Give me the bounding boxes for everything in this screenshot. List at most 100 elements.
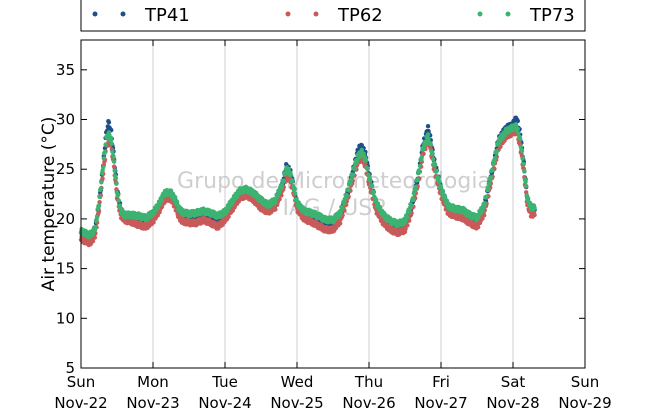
data-point: [434, 168, 439, 174]
data-point: [371, 189, 376, 195]
data-point: [338, 209, 343, 215]
data-point: [375, 201, 381, 206]
data-point: [116, 192, 121, 198]
data-point: [352, 166, 357, 171]
data-point: [407, 218, 412, 223]
legend-marker: [120, 11, 126, 17]
data-point: [103, 142, 108, 147]
data-point: [92, 235, 98, 240]
data-point: [116, 198, 122, 203]
data-point: [90, 238, 96, 244]
data-point: [275, 193, 280, 199]
data-point: [365, 166, 370, 171]
legend-label-TP73: TP73: [529, 5, 575, 26]
data-point: [273, 207, 278, 212]
legend-marker: [477, 11, 483, 17]
data-point: [432, 162, 438, 168]
data-point: [96, 203, 102, 208]
data-point: [369, 183, 375, 188]
data-point: [293, 191, 298, 196]
data-point: [279, 183, 285, 188]
y-tick-label: 10: [56, 309, 75, 327]
data-point: [421, 151, 426, 157]
data-point: [173, 195, 178, 200]
data-point: [168, 188, 174, 193]
series-TP73: [78, 122, 537, 240]
data-point: [93, 225, 98, 230]
data-point: [98, 186, 104, 191]
data-point: [476, 224, 481, 230]
data-point: [368, 178, 373, 183]
data-point: [411, 196, 416, 202]
data-point: [516, 131, 521, 136]
data-point: [515, 126, 520, 131]
x-tick-label-day: Wed: [281, 373, 314, 391]
data-point: [340, 205, 345, 211]
y-tick-label: 5: [65, 359, 75, 377]
data-point: [97, 194, 102, 200]
y-tick-label: 30: [56, 111, 75, 129]
data-point: [415, 177, 420, 182]
data-point: [436, 175, 441, 181]
data-point: [114, 187, 119, 192]
data-point: [155, 205, 160, 211]
data-point: [363, 158, 369, 163]
data-point: [513, 122, 519, 127]
x-tick-label-day: Fri: [432, 373, 450, 391]
data-point: [346, 187, 351, 193]
data-point: [482, 204, 487, 210]
data-point: [480, 208, 485, 213]
data-point: [109, 135, 114, 141]
y-tick-label: 35: [56, 61, 75, 79]
data-point: [350, 172, 355, 177]
data-point: [101, 156, 107, 161]
data-point: [438, 184, 444, 190]
data-point: [151, 220, 156, 225]
data-point: [430, 151, 435, 156]
data-point: [111, 159, 117, 164]
data-point: [494, 149, 499, 154]
data-point: [482, 201, 487, 206]
data-point: [519, 148, 525, 154]
x-tick-label-date: Nov-25: [270, 394, 323, 409]
data-point: [348, 177, 354, 182]
series-layer: [78, 115, 537, 248]
data-point: [403, 218, 408, 224]
data-point: [524, 183, 529, 189]
y-tick-label: 20: [56, 210, 75, 228]
data-point: [417, 169, 422, 174]
data-point: [426, 136, 431, 141]
data-point: [288, 172, 294, 178]
data-point: [113, 175, 119, 181]
data-point: [522, 168, 527, 174]
data-point: [90, 231, 96, 237]
data-point: [273, 200, 278, 205]
legend-marker: [505, 11, 511, 17]
x-tick-label-date: Nov-27: [414, 394, 467, 409]
data-point: [159, 198, 165, 203]
y-tick-label: 25: [56, 160, 75, 178]
x-tick-label-date: Nov-22: [54, 394, 107, 409]
data-point: [111, 154, 116, 159]
data-point: [174, 199, 180, 204]
data-point: [480, 216, 485, 221]
data-point: [431, 156, 436, 162]
x-tick-label-date: Nov-29: [558, 394, 611, 409]
x-axis: Sun Nov-22 Mon Nov-23 Tue Nov-24 Wed Nov-25 Thu N…: [54, 40, 612, 409]
data-point: [95, 214, 100, 220]
data-point: [109, 141, 115, 146]
x-tick-label-day: Tue: [211, 373, 238, 391]
legend-marker: [313, 11, 319, 17]
data-point: [419, 154, 424, 160]
data-point: [525, 195, 531, 201]
y-tick-label: 15: [56, 260, 75, 278]
data-point: [425, 132, 431, 137]
data-point: [428, 142, 433, 147]
data-point: [532, 212, 537, 218]
data-point: [409, 203, 414, 208]
legend-marker: [285, 11, 291, 17]
x-tick-label-date: Nov-26: [342, 394, 395, 409]
data-point: [110, 149, 115, 154]
data-point: [488, 175, 493, 180]
